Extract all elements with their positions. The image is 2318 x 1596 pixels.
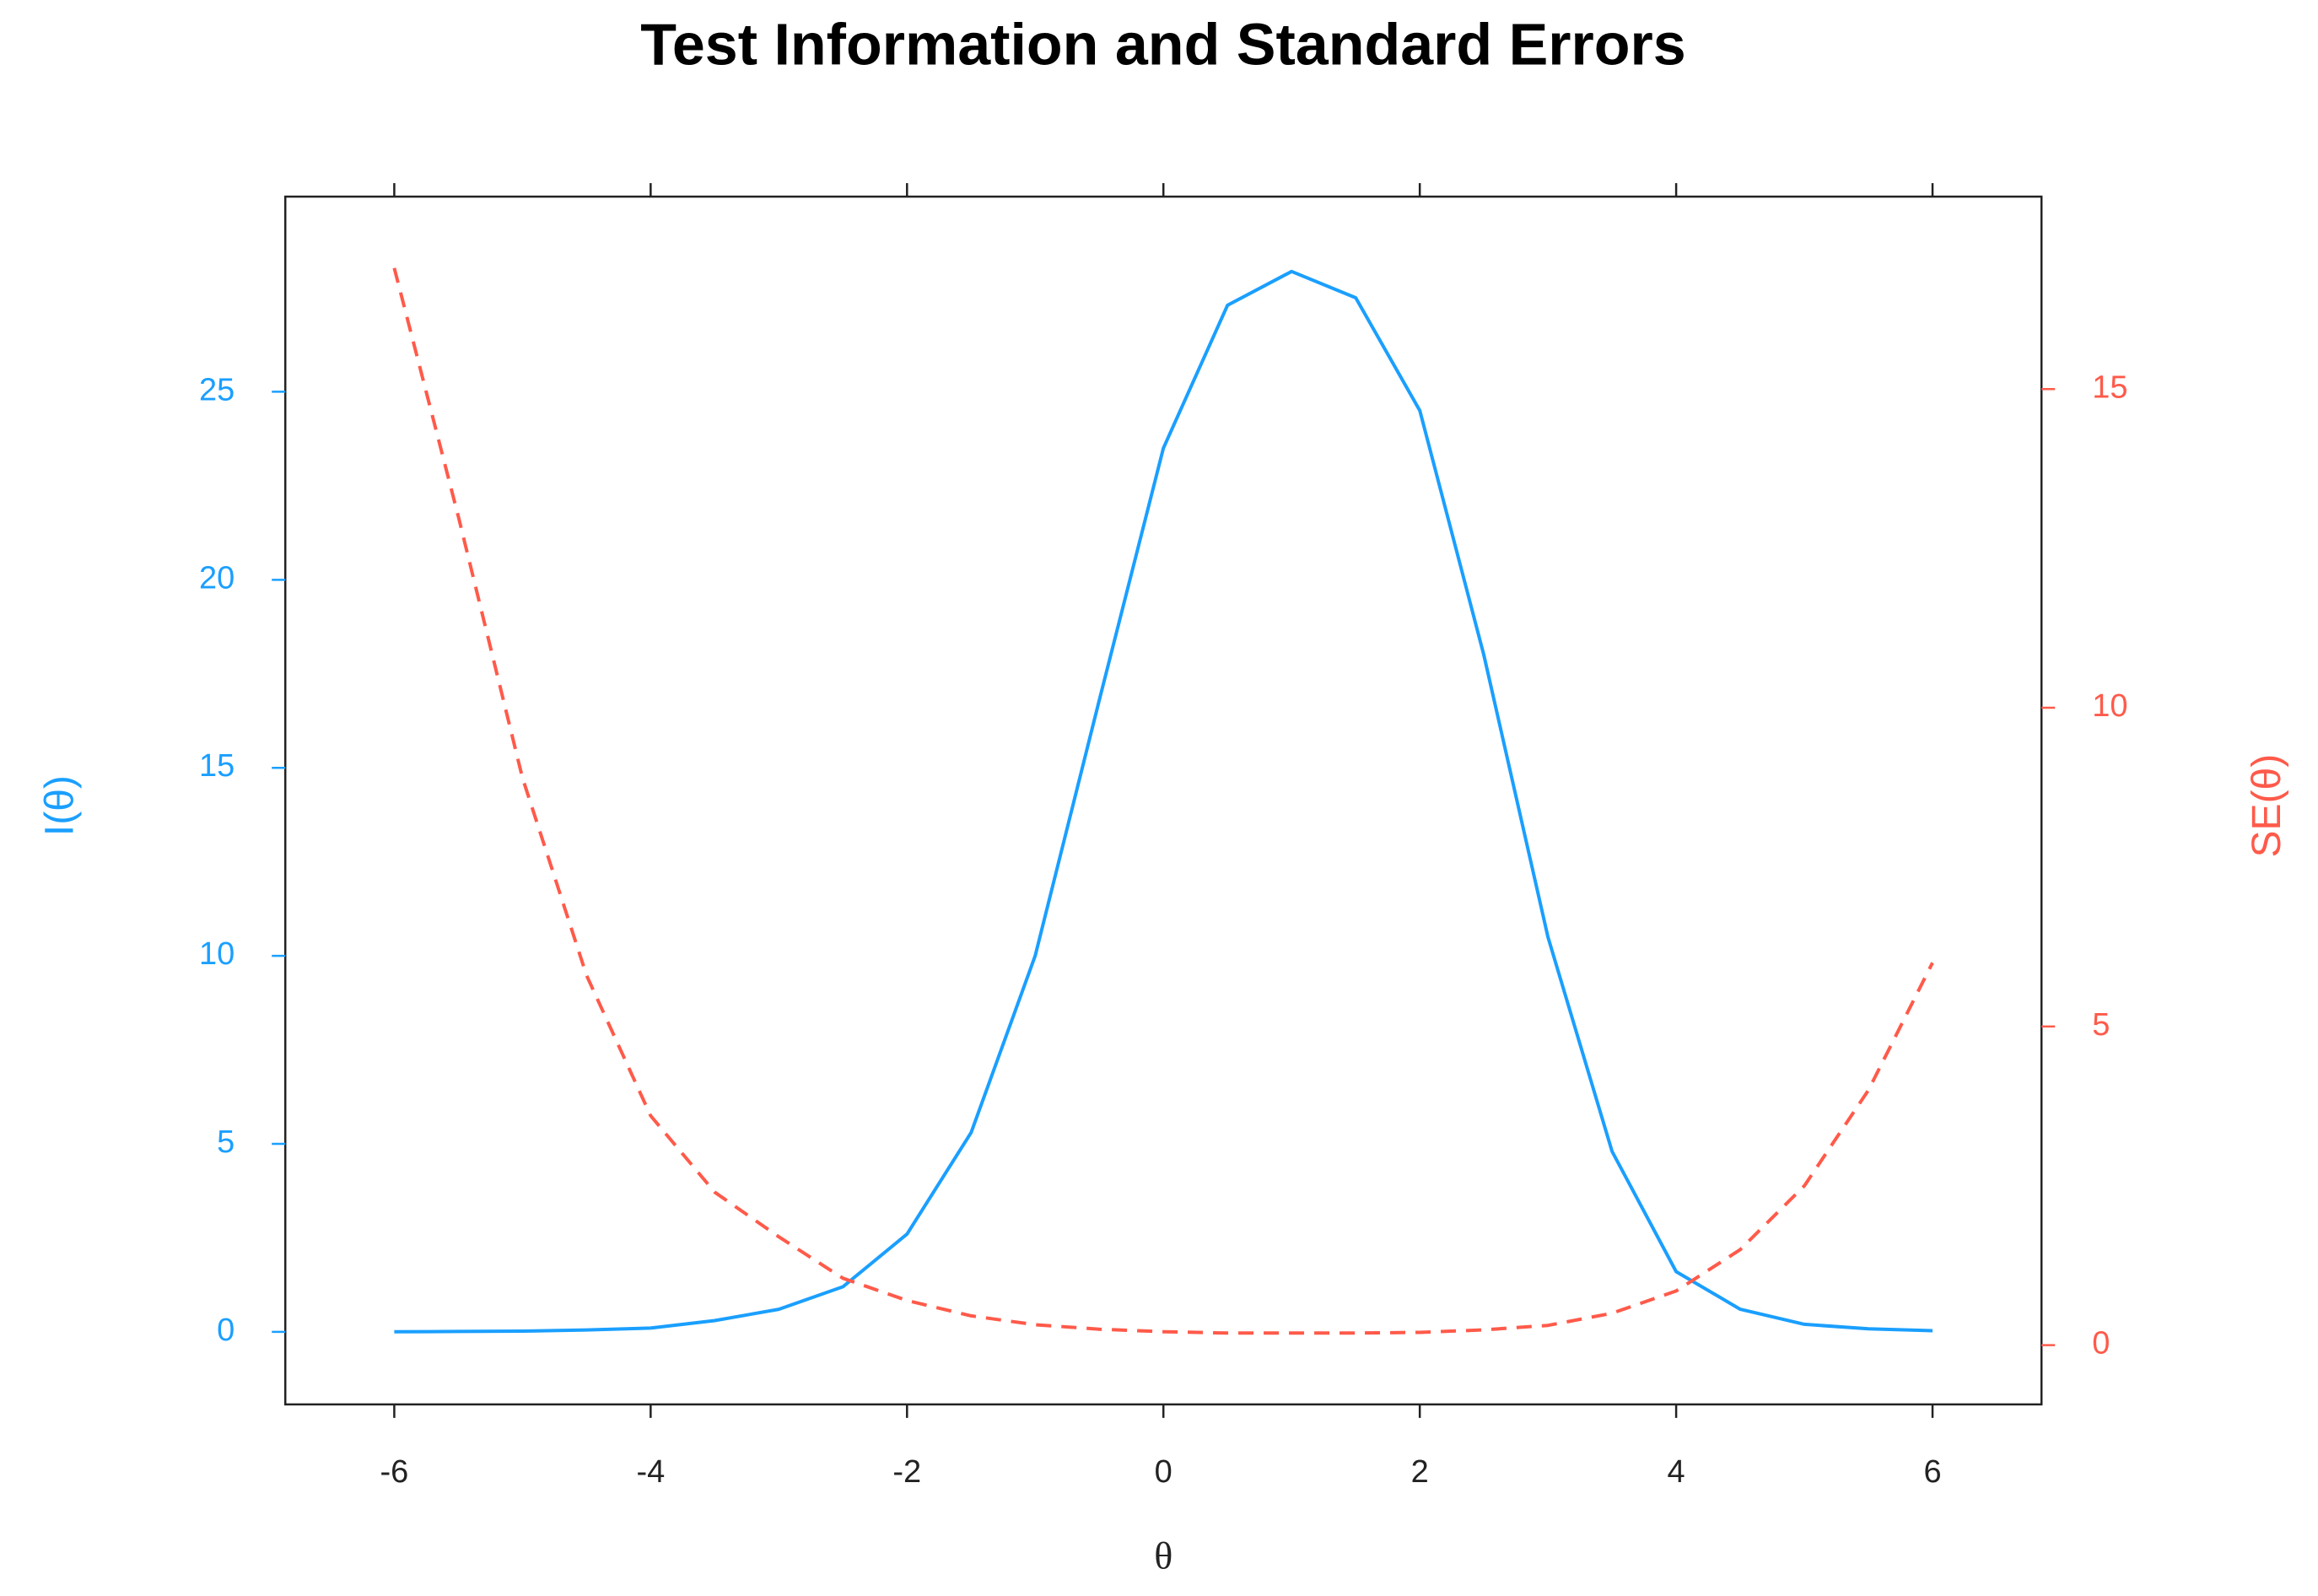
series-line: [392, 267, 1934, 1335]
y-tick-label: 0: [217, 1313, 234, 1348]
y-tick-label: 25: [199, 372, 234, 407]
y2-tick-label: 5: [2092, 1007, 2110, 1043]
x-tick-label: 0: [1155, 1454, 1172, 1490]
y-tick-label: 15: [199, 748, 234, 784]
plot-frame: [283, 195, 2043, 1406]
x-tick-label: 4: [1668, 1454, 1685, 1490]
y-tick-label: 10: [199, 936, 234, 972]
chart-title: Test Information and Standard Errors: [640, 11, 1685, 77]
x-tick-label: -2: [892, 1454, 921, 1490]
y-axis-label: I(θ): [37, 775, 82, 836]
x-tick-label: -4: [636, 1454, 665, 1490]
y-tick-label: 5: [217, 1124, 234, 1160]
x-axis-label: θ: [1154, 1534, 1172, 1577]
x-tick-label: -6: [380, 1454, 409, 1490]
series-line: [394, 269, 1933, 1334]
y-tick-label: 20: [199, 560, 234, 596]
y2-tick-label: 10: [2092, 688, 2127, 724]
x-tick-label: 6: [1923, 1454, 1941, 1490]
y2-axis-label: SE(θ): [2245, 754, 2289, 858]
y2-tick-label: 15: [2092, 369, 2127, 405]
x-tick-label: 2: [1411, 1454, 1429, 1490]
y2-tick-label: 0: [2092, 1326, 2110, 1361]
